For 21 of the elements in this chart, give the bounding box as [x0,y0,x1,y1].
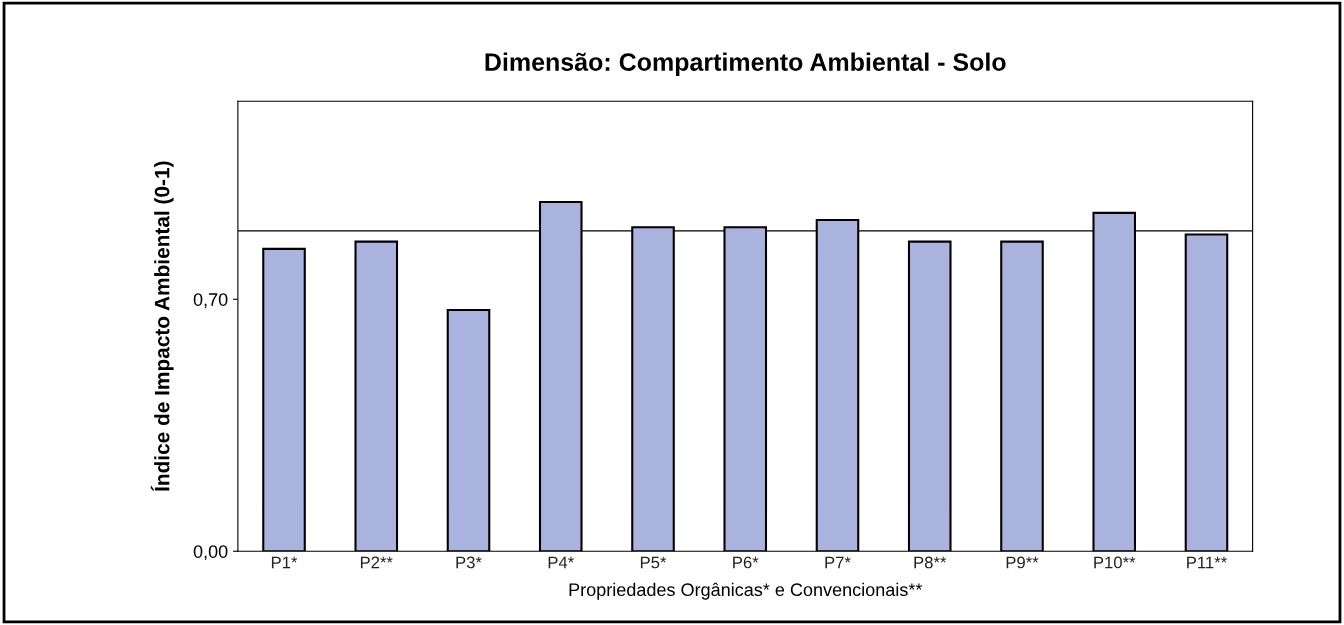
bar [907,240,952,552]
x-tick-label: P9** [1006,556,1039,569]
y-tick-label: 0,70 [193,293,228,309]
x-tick-label: P10** [1094,556,1136,569]
x-tick-label: P8** [914,556,947,569]
bar [446,309,491,552]
bar [354,240,399,552]
x-tick-label: P1* [271,556,298,569]
x-tick-label: P6* [733,556,759,569]
x-tick-label: P3* [456,556,482,569]
x-tick-label: P2** [360,556,393,569]
y-tick-label: 0,00 [193,545,228,561]
y-axis-title: Índice de Impacto Ambiental (0-1) [150,161,174,491]
x-axis-title: Propriedades Orgânicas* e Convencionais** [569,582,923,600]
x-tick-label: P4* [548,556,574,569]
x-tick-label: P5* [640,556,667,569]
bar [1000,240,1044,552]
chart-title: Dimensão: Compartimento Ambiental - Solo [485,52,1006,76]
bar [262,247,306,552]
x-tick-label: P11** [1187,556,1227,569]
x-tick-label: P7* [825,556,851,569]
